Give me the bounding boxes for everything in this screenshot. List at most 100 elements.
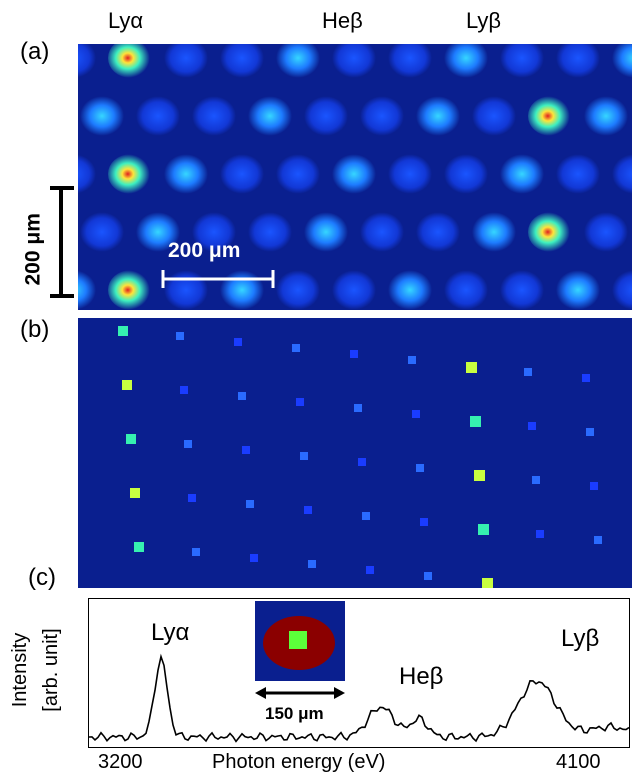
square-1 — [176, 332, 184, 340]
spot-18 — [388, 44, 432, 78]
spot-61 — [108, 270, 152, 310]
spot-25 — [136, 96, 180, 136]
square-18 — [126, 434, 136, 444]
ly-beta-label: Lyβ — [466, 8, 502, 33]
spot-45 — [556, 154, 600, 194]
square-27 — [130, 488, 140, 498]
spot-13 — [108, 44, 152, 78]
spot-43 — [444, 154, 488, 194]
inset-image — [255, 601, 345, 681]
spot-16 — [276, 44, 320, 78]
square-9 — [122, 380, 132, 390]
ly-alpha-label: Lyα — [108, 8, 144, 33]
square-28 — [188, 494, 196, 502]
spectrum-ly-alpha-label: Lyα — [151, 619, 190, 646]
inset-scale-label: 150 μm — [265, 704, 324, 723]
inset-svg — [263, 616, 335, 670]
square-3 — [292, 344, 300, 352]
spot-30 — [416, 96, 460, 136]
square-36 — [134, 542, 144, 552]
square-24 — [474, 470, 485, 481]
inset-square — [289, 631, 307, 649]
spot-70 — [612, 270, 632, 310]
square-10 — [180, 386, 188, 394]
square-0 — [118, 326, 128, 336]
panel-a-spot-map — [78, 44, 632, 310]
spectrum-svg — [89, 653, 629, 743]
square-33 — [478, 524, 489, 535]
square-17 — [586, 428, 594, 436]
spot-41 — [332, 154, 376, 194]
spot-57 — [584, 212, 628, 252]
panel-b-square-map — [118, 326, 602, 588]
spot-49 — [136, 212, 180, 252]
spot-42 — [388, 154, 432, 194]
spot-39 — [220, 154, 264, 194]
spot-29 — [360, 96, 404, 136]
spot-33 — [584, 96, 628, 136]
spot-44 — [500, 154, 544, 194]
panel-c-label: (c) — [28, 564, 56, 591]
spot-51 — [248, 212, 292, 252]
spectrum-curve — [89, 653, 629, 743]
x-axis-label: Photon energy (eV) — [212, 751, 386, 773]
spot-14 — [164, 44, 208, 78]
spot-56 — [528, 212, 572, 252]
square-21 — [300, 452, 308, 460]
square-32 — [420, 518, 428, 526]
spot-40 — [276, 154, 320, 194]
spot-36 — [78, 154, 96, 194]
y-axis-label-line2: [arb. unit] — [40, 628, 62, 712]
spot-26 — [192, 96, 236, 136]
spot-12 — [78, 44, 96, 78]
spot-46 — [612, 154, 632, 194]
y-axis-label-line1: Intensity — [9, 632, 31, 708]
spot-67 — [444, 270, 488, 310]
inset-scale-arrow — [255, 687, 345, 699]
spot-69 — [556, 270, 600, 310]
square-8 — [582, 374, 590, 382]
horizontal-scale-bar — [161, 270, 275, 288]
square-14 — [412, 410, 420, 418]
square-11 — [238, 392, 246, 400]
spot-28 — [304, 96, 348, 136]
square-4 — [350, 350, 358, 358]
spot-60 — [78, 270, 96, 310]
spot-22 — [612, 44, 632, 78]
spot-50 — [192, 212, 236, 252]
panel-b-label: (b) — [20, 316, 50, 343]
spot-20 — [500, 44, 544, 78]
square-7 — [524, 368, 532, 376]
spectrum-he-beta-label: Heβ — [399, 663, 444, 690]
panel-a-label: (a) — [20, 38, 50, 65]
spot-66 — [388, 270, 432, 310]
square-34 — [536, 530, 544, 538]
square-37 — [192, 548, 200, 556]
square-31 — [362, 512, 370, 520]
vertical-scale-label: 200 μm — [21, 213, 45, 286]
square-2 — [234, 338, 242, 346]
spot-17 — [332, 44, 376, 78]
square-23 — [416, 464, 424, 472]
spot-27 — [248, 96, 292, 136]
spot-54 — [416, 212, 460, 252]
spot-37 — [108, 154, 152, 194]
square-41 — [424, 572, 432, 580]
square-20 — [242, 446, 250, 454]
spot-32 — [528, 96, 572, 136]
x-tick-max: 4100 — [556, 751, 601, 773]
x-tick-min: 3200 — [98, 751, 143, 773]
spot-48 — [80, 212, 124, 252]
spot-64 — [276, 270, 320, 310]
spot-55 — [472, 212, 516, 252]
square-16 — [528, 422, 536, 430]
square-35 — [594, 536, 602, 544]
square-42 — [482, 578, 493, 588]
square-5 — [408, 356, 416, 364]
vertical-scale-bar — [50, 186, 74, 298]
spot-19 — [444, 44, 488, 78]
panel-b-image — [78, 318, 632, 588]
square-19 — [184, 440, 192, 448]
spectrum-ly-beta-label: Lyβ — [561, 625, 600, 652]
spectrum-plot: Lyα Heβ Lyβ 150 μm — [88, 598, 630, 748]
